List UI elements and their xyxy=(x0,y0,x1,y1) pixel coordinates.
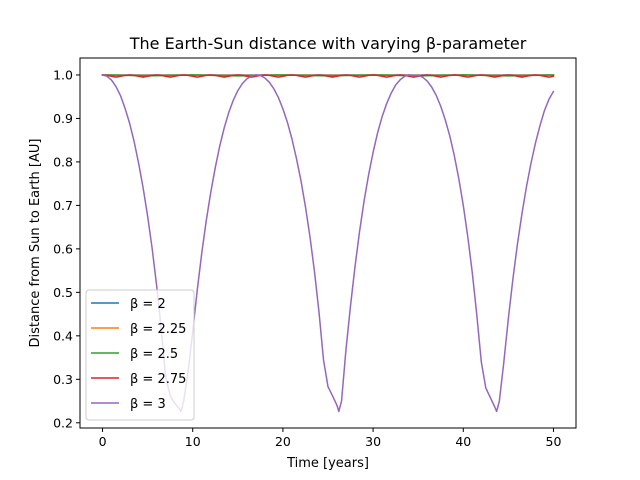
y-tick-label: 0.4 xyxy=(53,328,73,343)
x-tick-label: 50 xyxy=(546,434,562,449)
y-axis-label: Distance from Sun to Earth [AU] xyxy=(28,139,43,348)
x-axis-label: Time [years] xyxy=(286,456,369,471)
y-tick-label: 0.5 xyxy=(53,285,73,300)
x-tick-label: 10 xyxy=(185,434,201,449)
legend-label-1: β = 2.25 xyxy=(130,322,186,337)
x-tick-label: 0 xyxy=(99,434,107,449)
y-tick-label: 0.8 xyxy=(53,154,73,169)
y-tick-label: 0.3 xyxy=(53,372,73,387)
legend-label-3: β = 2.75 xyxy=(130,372,186,387)
legend-label-0: β = 2 xyxy=(130,297,166,312)
y-ticks: 0.2 0.3 0.4 0.5 0.6 0.7 0.8 0.9 1.0 xyxy=(53,67,80,430)
y-tick-label: 0.9 xyxy=(53,111,73,126)
x-tick-label: 30 xyxy=(365,434,381,449)
axes-frame xyxy=(79,57,577,429)
legend: β = 2 β = 2.25 β = 2.5 β = 2.75 β = 3 xyxy=(85,289,195,421)
chart-title: The Earth-Sun distance with varying β-pa… xyxy=(129,34,527,53)
x-ticks: 0 10 20 30 40 50 xyxy=(99,428,562,449)
legend-label-2: β = 2.5 xyxy=(130,347,178,362)
x-tick-label: 40 xyxy=(455,434,471,449)
axes-layer xyxy=(79,57,577,429)
y-tick-label: 0.7 xyxy=(53,198,73,213)
legend-label-4: β = 3 xyxy=(130,397,166,412)
legend-box xyxy=(85,289,195,421)
legend-entries: β = 2 β = 2.25 β = 2.5 β = 2.75 β = 3 xyxy=(91,297,186,412)
y-tick-label: 0.6 xyxy=(53,241,73,256)
x-tick-label: 20 xyxy=(275,434,291,449)
y-tick-label: 0.2 xyxy=(53,415,73,430)
y-tick-label: 1.0 xyxy=(53,67,73,82)
series-line-3 xyxy=(101,74,555,78)
